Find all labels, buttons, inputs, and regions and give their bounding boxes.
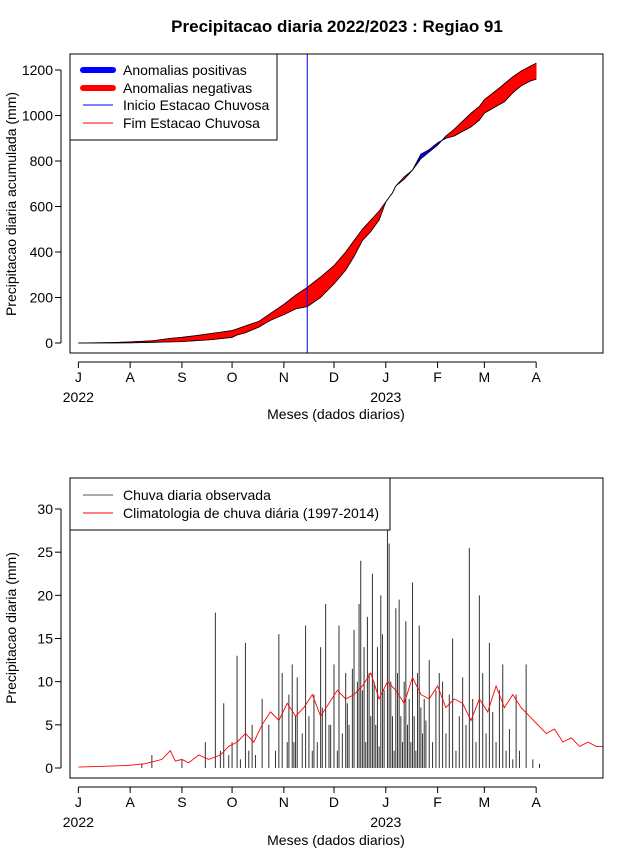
climatology-daily-line — [78, 671, 603, 768]
chart-title: Precipitacao diaria 2022/2023 : Regiao 9… — [171, 17, 503, 36]
negative-anomaly-segment — [320, 264, 335, 299]
y-tick-label: 0 — [45, 760, 53, 776]
axes-group: 0 200 400 600 800 1000 1200 J A S O N D J F M A 2022 2023 — [22, 62, 542, 405]
x-axis-label: Meses (dados diarios) — [267, 406, 405, 422]
legend: Chuva diaria observada Climatologia de c… — [69, 477, 391, 531]
legend-box — [69, 477, 391, 531]
x-tick-label: A — [125, 369, 135, 385]
x-tick-label: O — [227, 369, 238, 385]
x-axis-label: Meses (dados diarios) — [267, 832, 405, 848]
x-tick-label: F — [433, 794, 442, 810]
x-tick-label: F — [433, 369, 442, 385]
y-tick-label: 1200 — [22, 62, 53, 78]
y-tick-label: 20 — [37, 587, 53, 603]
year-label: 2022 — [63, 389, 94, 405]
plot-frame — [69, 53, 604, 354]
y-tick-label: 0 — [45, 335, 53, 351]
x-tick-label: M — [479, 369, 491, 385]
legend-label-positive: Anomalias positivas — [123, 62, 247, 78]
y-tick-label: 30 — [37, 501, 53, 517]
x-tick-label: A — [531, 369, 541, 385]
climatology-cumulative-line — [78, 62, 537, 344]
y-tick-label: 25 — [37, 544, 53, 560]
y-axis-label: Precipitacao diaria (mm) — [3, 552, 19, 704]
y-tick-label: 1000 — [22, 108, 53, 124]
y-tick-label: 15 — [37, 631, 53, 647]
y-tick-label: 5 — [45, 717, 53, 733]
negative-anomaly-segment — [333, 251, 347, 285]
legend-label-negative: Anomalias negativas — [123, 80, 252, 96]
year-label: 2023 — [370, 389, 401, 405]
x-tick-label: A — [531, 794, 541, 810]
anomaly-fill-group — [78, 54, 537, 353]
x-tick-label: J — [75, 794, 82, 810]
y-tick-label: 400 — [30, 244, 54, 260]
legend-label-start: Inicio Estacao Chuvosa — [123, 97, 270, 113]
x-tick-label: N — [279, 794, 289, 810]
legend: Anomalias positivas Anomalias negativas … — [69, 53, 278, 141]
x-tick-label: N — [279, 369, 289, 385]
x-tick-label: S — [177, 369, 186, 385]
y-tick-label: 800 — [30, 153, 54, 169]
negative-anomaly-segment — [362, 219, 372, 242]
legend-label-climatology: Climatologia de chuva diária (1997-2014) — [123, 505, 379, 521]
x-tick-label: A — [125, 794, 135, 810]
negative-anomaly-segment — [520, 66, 530, 87]
daily-rain-chart: 0 5 10 15 20 25 30 J A S O N D J F M A 2022 2023 Meses (da… — [3, 477, 604, 848]
negative-anomaly-segment — [462, 112, 472, 132]
year-label: 2022 — [63, 814, 94, 830]
year-label: 2023 — [370, 814, 401, 830]
x-tick-label: J — [382, 794, 389, 810]
x-tick-label: D — [329, 369, 339, 385]
y-tick-label: 600 — [30, 199, 54, 215]
negative-anomaly-segment — [345, 239, 355, 272]
cumulative-chart: Precipitacao diaria 2022/2023 : Regiao 9… — [3, 17, 604, 422]
x-tick-label: J — [382, 369, 389, 385]
x-tick-label: D — [329, 794, 339, 810]
legend-label-end: Fim Estacao Chuvosa — [123, 115, 260, 131]
y-tick-label: 200 — [30, 290, 54, 306]
axes-group: 0 5 10 15 20 25 30 J A S O N D J F M A 2022 2023 — [37, 501, 541, 830]
y-tick-label: 10 — [37, 674, 53, 690]
x-tick-label: M — [479, 794, 491, 810]
daily-bars-group — [141, 491, 541, 768]
x-tick-label: O — [227, 794, 238, 810]
y-axis-label: Precipitacao diaria acumulada (mm) — [3, 92, 19, 316]
x-tick-label: J — [75, 369, 82, 385]
legend-label-observed: Chuva diaria observada — [123, 487, 271, 503]
climatology-line-group — [78, 671, 603, 768]
negative-anomaly-segment — [295, 286, 308, 310]
observed-cumulative-line — [78, 78, 537, 344]
x-tick-label: S — [177, 794, 186, 810]
negative-anomaly-segment — [245, 320, 260, 334]
